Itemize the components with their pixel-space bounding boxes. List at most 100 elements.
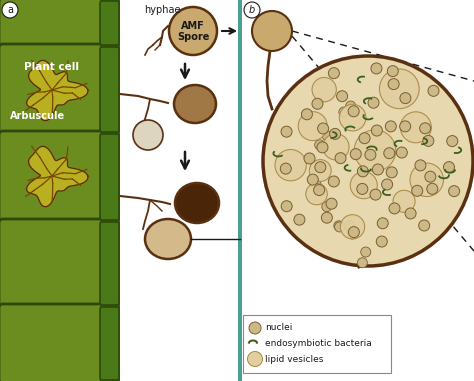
Text: endosymbiotic bacteria: endosymbiotic bacteria xyxy=(265,338,372,347)
Circle shape xyxy=(447,136,458,147)
Bar xyxy=(240,0,474,381)
Bar xyxy=(238,0,242,381)
Circle shape xyxy=(252,11,292,51)
Circle shape xyxy=(393,190,415,212)
Circle shape xyxy=(310,162,320,172)
Circle shape xyxy=(280,163,292,174)
Circle shape xyxy=(361,247,371,257)
Circle shape xyxy=(281,201,292,212)
Circle shape xyxy=(448,186,460,197)
Circle shape xyxy=(315,162,326,173)
Ellipse shape xyxy=(145,219,191,259)
Circle shape xyxy=(346,101,356,111)
Circle shape xyxy=(365,149,376,160)
Circle shape xyxy=(386,167,397,178)
Circle shape xyxy=(326,198,337,209)
Circle shape xyxy=(376,236,387,247)
FancyBboxPatch shape xyxy=(0,304,104,381)
Circle shape xyxy=(321,212,332,223)
Circle shape xyxy=(371,63,382,74)
Circle shape xyxy=(405,208,416,219)
FancyBboxPatch shape xyxy=(100,1,119,45)
Circle shape xyxy=(281,126,292,137)
Polygon shape xyxy=(307,94,377,267)
Circle shape xyxy=(340,215,365,239)
Circle shape xyxy=(423,135,434,146)
Circle shape xyxy=(304,153,315,164)
Circle shape xyxy=(334,221,344,231)
Circle shape xyxy=(368,97,379,108)
Circle shape xyxy=(249,322,261,334)
FancyBboxPatch shape xyxy=(100,134,119,220)
Circle shape xyxy=(382,179,392,190)
Circle shape xyxy=(373,164,383,175)
Circle shape xyxy=(384,148,395,159)
Circle shape xyxy=(335,222,345,232)
Circle shape xyxy=(371,125,383,136)
Circle shape xyxy=(357,166,368,177)
Circle shape xyxy=(335,153,346,164)
Circle shape xyxy=(380,69,419,109)
Circle shape xyxy=(315,140,325,150)
Circle shape xyxy=(354,130,396,171)
Circle shape xyxy=(425,171,436,182)
Circle shape xyxy=(298,112,327,141)
Circle shape xyxy=(348,106,359,117)
Text: Spore: Spore xyxy=(177,32,209,42)
Text: nuclei: nuclei xyxy=(265,323,292,333)
Bar xyxy=(0,0,105,381)
Circle shape xyxy=(350,149,361,160)
Circle shape xyxy=(347,229,357,239)
FancyBboxPatch shape xyxy=(0,131,104,223)
FancyBboxPatch shape xyxy=(0,44,104,135)
FancyBboxPatch shape xyxy=(100,222,119,305)
Circle shape xyxy=(370,189,381,200)
Circle shape xyxy=(337,91,347,102)
Circle shape xyxy=(133,120,163,150)
Circle shape xyxy=(444,162,455,173)
Circle shape xyxy=(322,202,332,211)
Circle shape xyxy=(339,104,366,131)
Circle shape xyxy=(318,123,328,134)
Circle shape xyxy=(427,183,438,194)
Circle shape xyxy=(329,128,341,139)
Text: Arbuscule: Arbuscule xyxy=(10,111,65,121)
Circle shape xyxy=(357,258,367,268)
Circle shape xyxy=(428,85,439,96)
Circle shape xyxy=(410,163,444,197)
Circle shape xyxy=(318,141,328,151)
Text: a: a xyxy=(7,5,13,15)
Circle shape xyxy=(388,78,399,90)
Circle shape xyxy=(169,7,217,55)
FancyBboxPatch shape xyxy=(243,315,391,373)
Circle shape xyxy=(301,109,312,120)
Text: Plant cell: Plant cell xyxy=(25,62,80,72)
Circle shape xyxy=(244,2,260,18)
FancyBboxPatch shape xyxy=(100,47,119,132)
FancyBboxPatch shape xyxy=(100,307,119,380)
Circle shape xyxy=(310,160,331,181)
Circle shape xyxy=(322,131,332,141)
Circle shape xyxy=(275,149,306,181)
Circle shape xyxy=(385,121,396,132)
Circle shape xyxy=(350,172,377,199)
Circle shape xyxy=(323,134,349,160)
Circle shape xyxy=(357,183,368,194)
Circle shape xyxy=(263,56,473,266)
Circle shape xyxy=(377,218,388,229)
Circle shape xyxy=(247,352,263,367)
Circle shape xyxy=(328,176,339,187)
Bar xyxy=(100,0,120,381)
Circle shape xyxy=(387,66,398,77)
Circle shape xyxy=(314,184,325,195)
Text: b: b xyxy=(249,5,255,15)
Circle shape xyxy=(294,214,305,225)
Circle shape xyxy=(412,185,423,196)
FancyBboxPatch shape xyxy=(0,0,104,48)
Circle shape xyxy=(307,174,319,185)
Ellipse shape xyxy=(175,183,219,223)
FancyBboxPatch shape xyxy=(0,219,104,308)
Circle shape xyxy=(339,107,349,117)
Circle shape xyxy=(306,183,327,205)
Circle shape xyxy=(419,220,429,231)
